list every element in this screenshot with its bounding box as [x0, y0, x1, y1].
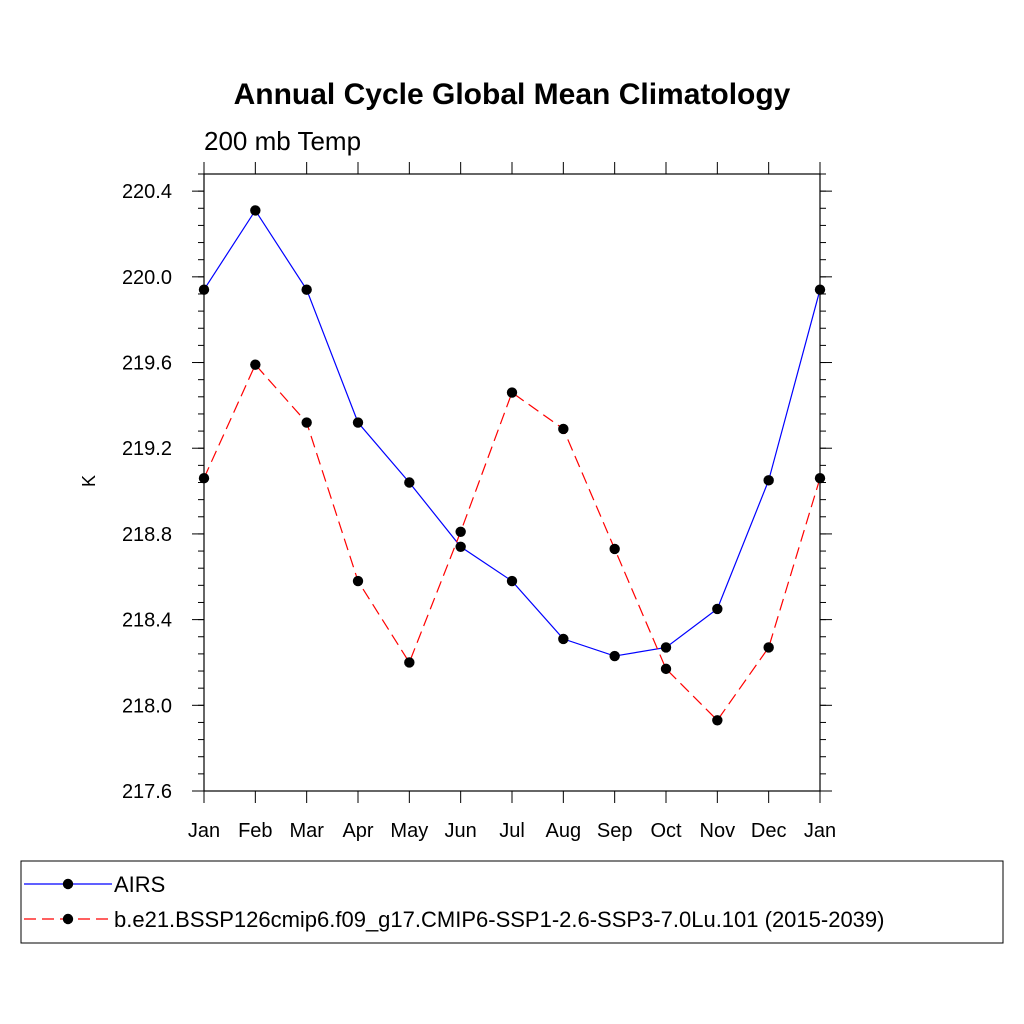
x-tick-label: May [390, 820, 428, 842]
series-0-point [558, 633, 569, 645]
series-1-point [712, 715, 723, 726]
legend-label-1: b.e21.BSSP126cmip6.f09_g17.CMIP6-SSP1-2.… [114, 907, 884, 932]
x-tick-label: Jul [499, 820, 525, 842]
series-0-point [763, 475, 774, 486]
series-layer [198, 205, 826, 726]
y-tick-label: 219.6 [122, 353, 172, 375]
series-0-point [455, 541, 466, 552]
series-0-point [814, 284, 826, 295]
x-tick-label: Jan [804, 820, 836, 842]
series-1-point [250, 359, 261, 370]
y-axis-label: K [79, 475, 99, 487]
series-0-point [352, 417, 364, 428]
legend-label-0: AIRS [114, 872, 165, 897]
series-line-0 [203, 209, 821, 657]
series-0-point [250, 205, 261, 216]
series-1-point [455, 526, 466, 537]
legend: AIRS b.e21.BSSP126cmip6.f09_g17.CMIP6-SSP… [24, 872, 884, 932]
series-1-point [404, 657, 415, 668]
series-0-point [712, 603, 723, 615]
x-tick-label: Sep [597, 820, 633, 842]
y-tick-label: 220.0 [122, 267, 172, 289]
series-1-point [814, 473, 826, 484]
series-1-point [506, 387, 518, 398]
x-tick-label: Nov [700, 820, 736, 842]
x-tick-label: Dec [751, 820, 787, 842]
series-1-point [763, 642, 774, 653]
series-1-point [609, 543, 620, 555]
y-tick-label: 219.2 [122, 438, 172, 460]
series-0-point [404, 477, 415, 488]
series-1-point [558, 423, 569, 435]
series-0-point [609, 650, 620, 662]
chart-title: Annual Cycle Global Mean Climatology [234, 78, 791, 111]
plot-frame [203, 173, 821, 792]
legend-marker-1 [62, 913, 74, 925]
x-tick-label: Apr [342, 820, 373, 842]
x-tick-label: Jun [445, 820, 477, 842]
legend-box [20, 860, 1004, 944]
x-tick-label: Oct [650, 820, 682, 842]
series-1-point [301, 417, 312, 428]
chart-subtitle: 200 mb Temp [204, 126, 361, 156]
y-tick-label: 217.6 [122, 781, 172, 803]
series-0-point [198, 284, 210, 295]
x-tick-label: Mar [289, 820, 324, 842]
x-tick-label: Jan [188, 820, 220, 842]
y-tick-label: 218.0 [122, 695, 172, 717]
series-0-point [660, 642, 672, 653]
series-1-point [198, 473, 210, 484]
x-tick-label: Feb [238, 820, 272, 842]
series-0-point [301, 284, 312, 295]
y-tick-label: 218.8 [122, 524, 172, 546]
series-1-point [352, 575, 364, 587]
series-0-point [506, 575, 518, 587]
series-line-1 [203, 363, 821, 722]
legend-marker-0 [62, 878, 74, 890]
y-tick-label: 218.4 [122, 610, 172, 632]
series-1-point [660, 663, 672, 675]
y-tick-label: 220.4 [122, 181, 172, 203]
axis-ticks: 220.4 220.0 219.6 219.2 218.8 218.4 218.0 217.6… [122, 162, 836, 842]
x-tick-label: Aug [546, 820, 582, 842]
